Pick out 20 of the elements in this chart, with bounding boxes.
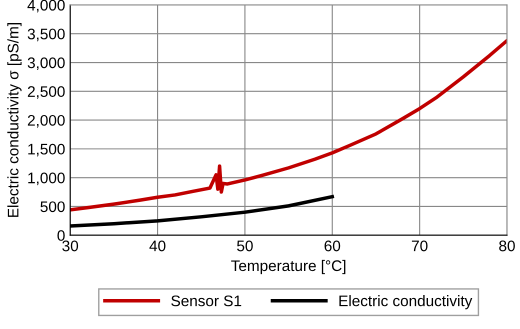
x-tick-label: 40 <box>149 240 166 252</box>
line-series <box>70 38 507 212</box>
y-tick-label: 4,000 <box>27 0 65 12</box>
x-tick-label: 70 <box>412 240 428 252</box>
y-tick-label: 3,500 <box>28 28 65 42</box>
y-tick-label: 3,000 <box>28 57 65 70</box>
y-tick-label: 500 <box>40 201 65 212</box>
x-tick-label: 50 <box>237 240 253 252</box>
x-tick-label: 30 <box>62 240 78 252</box>
x-tick-label: 60 <box>324 240 340 252</box>
y-tick-label: 2,000 <box>28 114 65 128</box>
legend-label: Electric conductivity <box>339 295 472 310</box>
y-tick-label: 1,000 <box>28 172 65 186</box>
y-axis-title: Electric conductivity σ [pS/m] <box>7 23 22 217</box>
y-tick-label: 1,500 <box>28 144 65 156</box>
y-tick-label: 2,500 <box>28 86 65 99</box>
x-tick-label: 80 <box>499 240 515 252</box>
legend-label: Sensor S1 <box>171 295 242 306</box>
x-axis-title: Temperature [°C] <box>231 260 346 274</box>
y-tick-label: 0 <box>57 230 65 241</box>
